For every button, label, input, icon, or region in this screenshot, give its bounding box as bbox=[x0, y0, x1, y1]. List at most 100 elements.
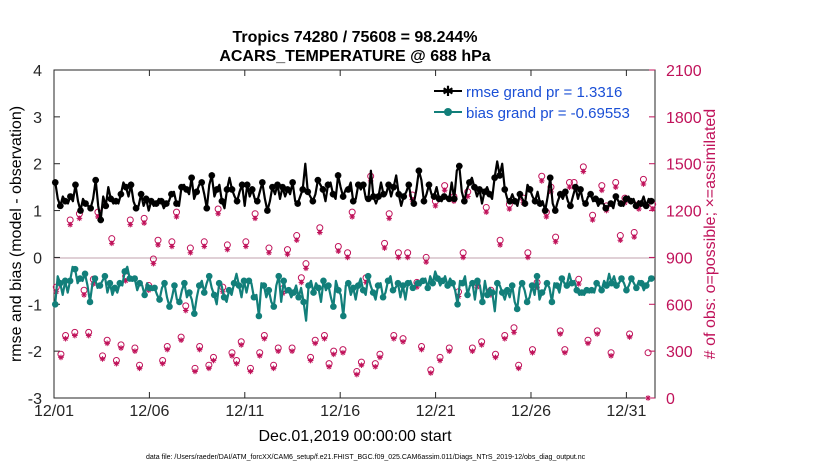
obs-assimilated-point bbox=[460, 254, 466, 261]
obs-assimilated-point bbox=[95, 214, 101, 220]
rmse-point bbox=[82, 200, 89, 207]
obs-assimilated-point bbox=[247, 368, 254, 375]
bias-point bbox=[563, 282, 571, 289]
obs-assimilated-point bbox=[372, 363, 379, 370]
bias-point bbox=[583, 286, 591, 294]
rmse-point bbox=[117, 190, 125, 198]
bias-point bbox=[344, 279, 352, 287]
obs-assimilated-point bbox=[612, 184, 619, 190]
rmse-point bbox=[193, 188, 200, 196]
bias-point bbox=[633, 284, 640, 292]
rmse-point-mark bbox=[324, 181, 332, 189]
rmse-point-mark bbox=[455, 162, 463, 170]
rmse-point-mark bbox=[344, 186, 352, 193]
y2-tick-label: 1800 bbox=[666, 110, 702, 127]
obs-assimilated-point bbox=[525, 254, 531, 261]
y2-tick-label: 600 bbox=[666, 297, 693, 314]
rmse-point-mark bbox=[329, 190, 337, 198]
obs-assimilated-point bbox=[326, 363, 332, 370]
rmse-point bbox=[627, 197, 635, 205]
bias-point bbox=[66, 277, 74, 285]
rmse-point-mark bbox=[360, 181, 367, 189]
obs-assimilated-point bbox=[645, 395, 651, 401]
bias-point bbox=[508, 282, 516, 289]
rmse-point-mark bbox=[188, 174, 195, 182]
rmse-point-mark bbox=[385, 181, 392, 189]
rmse-point-mark bbox=[450, 195, 458, 203]
rmse-point bbox=[632, 202, 640, 210]
bias-point bbox=[593, 279, 600, 287]
bias-point bbox=[131, 275, 139, 282]
rmse-point-mark bbox=[62, 197, 69, 205]
rmse-point bbox=[314, 176, 322, 184]
rmse-point bbox=[647, 197, 655, 205]
x-tick-label: 12/31 bbox=[606, 403, 646, 420]
bias-point bbox=[151, 284, 158, 292]
rmse-point-mark bbox=[259, 179, 266, 186]
bias-point bbox=[394, 279, 402, 287]
bias-point bbox=[647, 275, 655, 282]
rmse-point-mark bbox=[425, 181, 433, 189]
rmse-point bbox=[521, 200, 529, 207]
rmse-point bbox=[354, 181, 362, 189]
rmse-point bbox=[77, 207, 84, 214]
bias-point bbox=[558, 275, 566, 282]
obs-assimilated-point bbox=[187, 249, 194, 256]
bias-point bbox=[51, 300, 59, 308]
bias-point bbox=[71, 265, 79, 273]
y-tick-label: 1 bbox=[33, 204, 42, 221]
rmse-point bbox=[203, 204, 211, 212]
obs-assimilated-point bbox=[243, 243, 249, 250]
obs-assimilated-point bbox=[215, 210, 221, 217]
rmse-point bbox=[208, 172, 216, 179]
rmse-point-mark bbox=[152, 200, 160, 207]
chart-title: Tropics 74280 / 75608 = 98.244% bbox=[232, 29, 477, 46]
rmse-point-mark bbox=[354, 181, 362, 189]
legend-rmse-marker: ✱ bbox=[442, 84, 454, 100]
obs-assimilated-point bbox=[108, 240, 115, 247]
bias-point bbox=[573, 286, 581, 294]
bias-point bbox=[533, 272, 541, 280]
obs-assimilated-point bbox=[261, 335, 268, 342]
rmse-point bbox=[592, 195, 599, 203]
bias-point bbox=[359, 286, 367, 294]
obs-assimilated-point bbox=[617, 237, 624, 244]
bias-point bbox=[638, 279, 645, 287]
bias-point bbox=[156, 296, 163, 303]
rmse-point-mark bbox=[334, 172, 342, 179]
rmse-point-mark bbox=[380, 190, 387, 198]
obs-assimilated-point bbox=[252, 215, 258, 222]
obs-assimilated-point bbox=[182, 307, 189, 314]
rmse-point bbox=[430, 193, 438, 200]
bias-point bbox=[330, 303, 337, 310]
obs-assimilated-point bbox=[335, 248, 342, 254]
rmse-point-mark bbox=[440, 193, 448, 200]
rmse-point-mark bbox=[546, 174, 554, 182]
rmse-point bbox=[582, 200, 589, 207]
obs-assimilated-point bbox=[575, 281, 582, 287]
y2-tick-label: 1500 bbox=[666, 157, 702, 174]
bias-point bbox=[210, 291, 218, 299]
legend-bias-label: bias grand pr = -0.69553 bbox=[466, 105, 630, 122]
bias-point bbox=[295, 293, 302, 301]
rmse-point-mark bbox=[112, 197, 120, 205]
obs-assimilated-point bbox=[164, 346, 171, 353]
rmse-point-mark bbox=[471, 183, 478, 191]
rmse-point-mark bbox=[294, 200, 301, 207]
rmse-point bbox=[395, 190, 402, 198]
bias-point bbox=[280, 277, 288, 285]
y-tick-label: -2 bbox=[28, 344, 42, 361]
bias-point bbox=[235, 282, 243, 289]
bias-point bbox=[479, 298, 486, 306]
obs-assimilated-point bbox=[312, 340, 319, 347]
y2-tick-label: 900 bbox=[666, 250, 693, 267]
bias-point bbox=[215, 279, 223, 287]
rmse-point-mark bbox=[102, 202, 110, 210]
rmse-point-mark bbox=[506, 197, 514, 205]
rmse-point bbox=[279, 183, 286, 191]
rmse-point bbox=[375, 193, 382, 200]
bias-point bbox=[528, 282, 536, 289]
rmse-point bbox=[284, 186, 291, 193]
rmse-point bbox=[51, 179, 59, 186]
bias-point bbox=[404, 279, 412, 287]
